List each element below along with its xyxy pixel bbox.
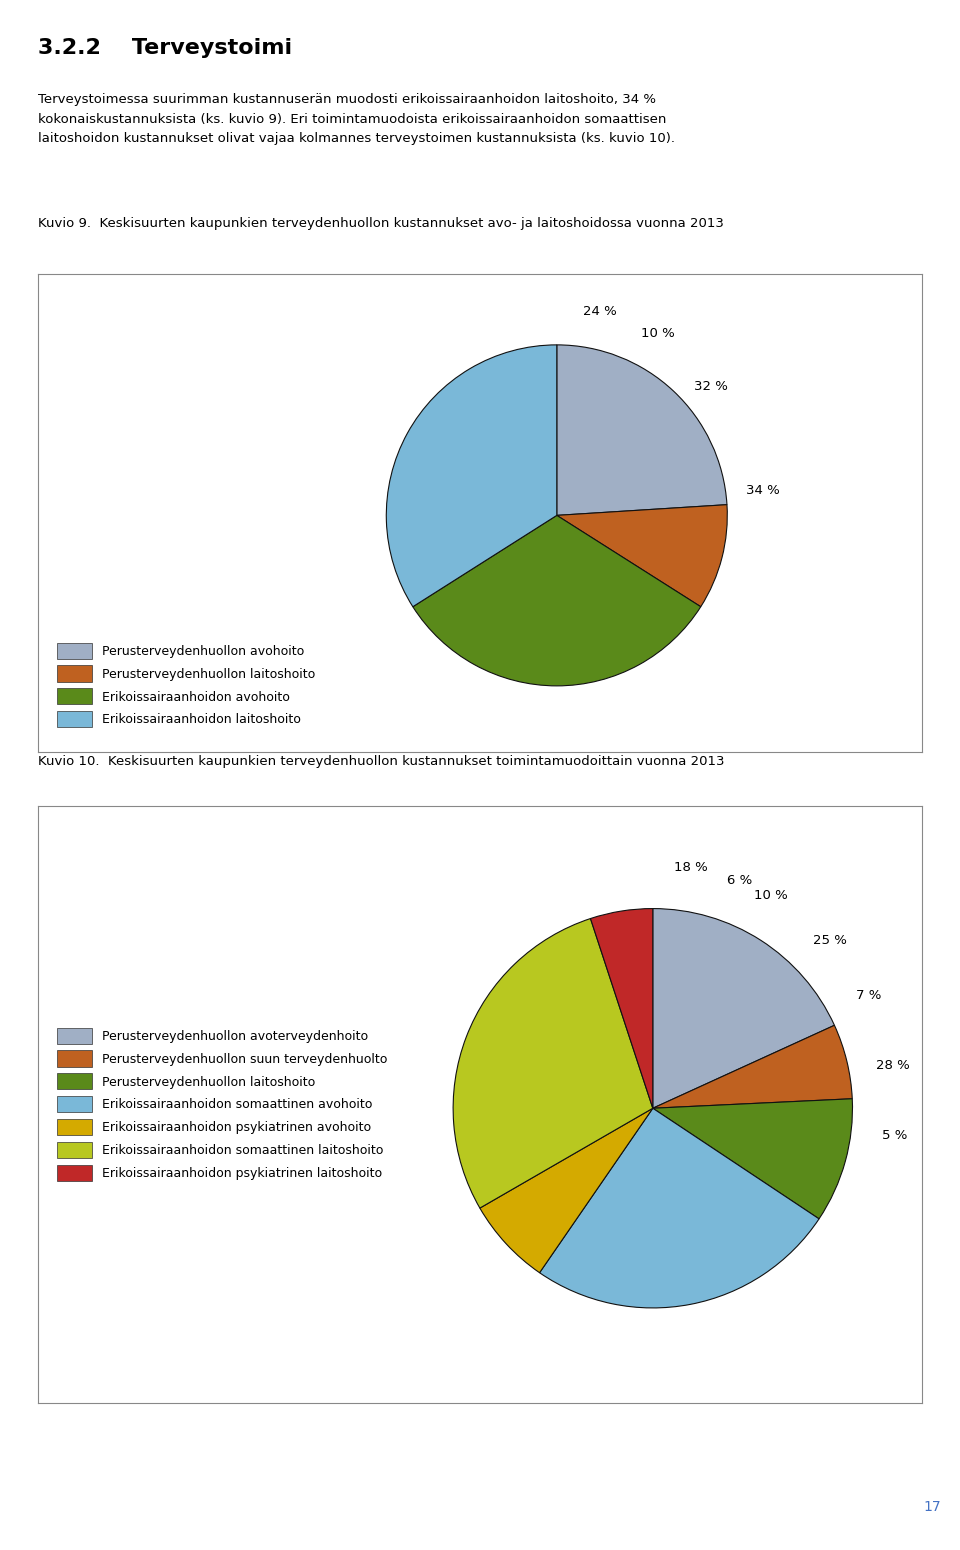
Text: 10 %: 10 %	[640, 327, 675, 339]
Text: 17: 17	[924, 1500, 941, 1514]
Text: Kuvio 9.  Keskisuurten kaupunkien terveydenhuollon kustannukset avo- ja laitosho: Kuvio 9. Keskisuurten kaupunkien terveyd…	[38, 217, 724, 229]
Text: 7 %: 7 %	[856, 989, 881, 1003]
Text: 28 %: 28 %	[876, 1060, 909, 1073]
Wedge shape	[653, 1025, 852, 1108]
Text: 24 %: 24 %	[583, 305, 617, 318]
Text: 10 %: 10 %	[754, 888, 788, 902]
Text: 18 %: 18 %	[674, 862, 708, 874]
Legend: Perusterveydenhuollon avoterveydenhoito, Perusterveydenhuollon suun terveydenhuo: Perusterveydenhuollon avoterveydenhoito,…	[54, 1025, 392, 1184]
Text: Terveystoimessa suurimman kustannuserän muodosti erikoissairaanhoidon laitoshoit: Terveystoimessa suurimman kustannuserän …	[38, 93, 676, 146]
Text: 34 %: 34 %	[746, 484, 780, 496]
Wedge shape	[557, 346, 727, 515]
Text: 32 %: 32 %	[694, 380, 728, 392]
Wedge shape	[557, 505, 728, 606]
Wedge shape	[453, 919, 653, 1207]
Wedge shape	[480, 1108, 653, 1273]
Wedge shape	[653, 1099, 852, 1218]
Wedge shape	[386, 346, 557, 606]
Wedge shape	[540, 1108, 819, 1308]
Text: 3.2.2    Terveystoimi: 3.2.2 Terveystoimi	[38, 39, 293, 57]
Text: 6 %: 6 %	[728, 874, 753, 887]
Text: Kuvio 10.  Keskisuurten kaupunkien terveydenhuollon kustannukset toimintamuodoit: Kuvio 10. Keskisuurten kaupunkien tervey…	[38, 755, 725, 767]
Text: 5 %: 5 %	[882, 1130, 907, 1142]
Wedge shape	[653, 908, 834, 1108]
Wedge shape	[413, 515, 701, 685]
Wedge shape	[590, 908, 653, 1108]
Text: 25 %: 25 %	[812, 935, 847, 947]
Legend: Perusterveydenhuollon avohoito, Perusterveydenhuollon laitoshoito, Erikoissairaa: Perusterveydenhuollon avohoito, Peruster…	[54, 639, 320, 732]
